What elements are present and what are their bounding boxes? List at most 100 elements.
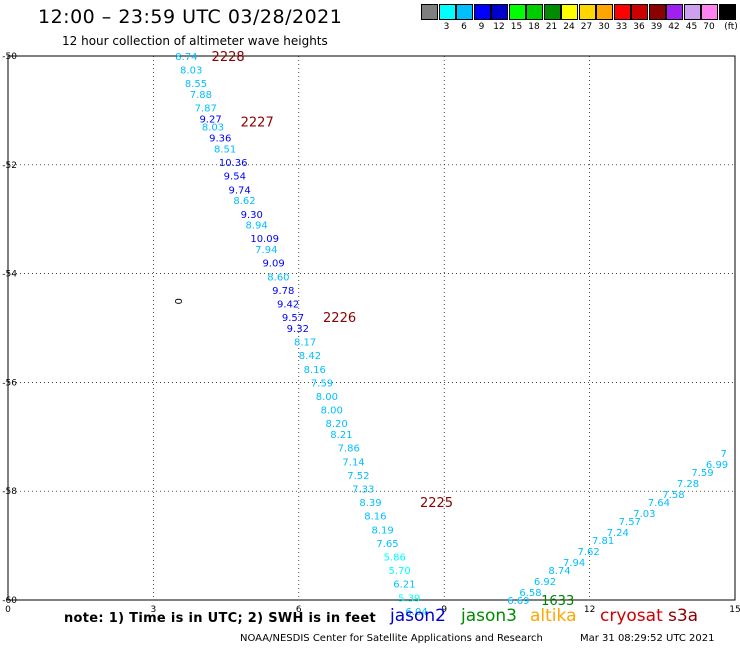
swh-observation: 8.21 [330,430,352,441]
footnote: note: 1) Time is in UTC; 2) SWH is in fe… [64,611,376,626]
swh-observation: 7.94 [563,558,585,569]
page-subtitle: 12 hour collection of altimeter wave hei… [62,34,328,48]
swh-observation: 9.36 [209,134,231,145]
swh-observation: 8.74 [548,566,570,577]
swh-observation: 5.86 [384,552,406,563]
color-scale-label: 12 [493,22,505,32]
x-tick-label: 0 [5,605,11,615]
swh-observation: 9.32 [287,324,309,335]
track-time-label: 2226 [323,311,356,326]
swh-observation: 5.39 [398,593,420,604]
swh-observation: 7.81 [592,536,614,547]
swh-observation: 7.86 [338,444,360,455]
swh-observation: 5.70 [388,566,410,577]
swh-observation: 7.03 [633,509,655,520]
swh-observation: 8.42 [299,351,321,362]
swh-observation: 7.59 [691,468,713,479]
color-swatch [508,4,526,20]
swh-observation: 7.94 [255,245,277,256]
y-tick-label: -52 [2,161,17,171]
generated-timestamp: Mar 31 08:29:52 UTC 2021 [580,633,715,644]
swh-observation: 8.20 [325,419,347,430]
color-swatch [613,4,631,20]
swh-observation: 9.30 [241,210,263,221]
swh-observation: 8.51 [214,144,236,155]
swh-observation: 8.55 [185,79,207,90]
swh-observation: 6.21 [393,580,415,591]
color-scale-label: 27 [580,22,593,32]
color-swatch [578,4,596,20]
swh-observation: 7.33 [352,484,374,495]
swh-observation: 8.39 [359,498,381,509]
color-scale-label: 30 [598,22,610,32]
color-swatch [648,4,666,20]
legend-s3a: s3a [668,606,699,626]
color-scale-label: 42 [668,22,680,32]
track-time-label: 2228 [212,50,245,65]
track-time-label: 1633 [541,594,574,609]
swh-observation: 6.04 [405,607,427,618]
y-tick-label: -54 [2,270,17,280]
color-scale-label: 39 [650,22,663,32]
swh-observation: 9.74 [229,185,251,196]
color-swatch [543,4,561,20]
page-title: 12:00 – 23:59 UTC 03/28/2021 [38,6,343,28]
color-swatch [596,4,613,20]
contour-label: 0 [172,298,183,304]
y-tick-label: -60 [2,596,17,606]
color-swatch [701,4,718,20]
swh-observation: 9.78 [272,286,294,297]
swh-observation: 7.87 [195,104,217,115]
swh-observation: 9.42 [277,300,299,311]
swh-observation: 7.14 [342,457,364,468]
swh-observation: 8.94 [245,221,267,232]
y-tick-label: -58 [2,487,17,497]
color-swatch [683,4,701,20]
swh-observation: 7.57 [619,517,641,528]
legend-altika: altika [530,606,577,626]
swh-observation: 9.09 [262,259,284,270]
swh-observation: 8.00 [321,406,343,417]
swh-observation: 7.62 [577,547,599,558]
swh-observation: 7.28 [677,479,699,490]
swh-observation: 7 [720,449,726,460]
legend-jason3: jason3 [461,606,517,626]
color-scale-label: 3 [443,22,450,32]
swh-observation: 7.58 [662,490,684,501]
swh-observation: 7.52 [347,471,369,482]
swh-observation: 7.88 [190,90,212,101]
color-scale-unit: (ft) [724,22,738,32]
color-scale-label: 15 [510,22,523,32]
color-swatch [456,4,473,20]
swh-observation: 8.74 [175,52,197,63]
legend-cryosat: cryosat [600,606,663,626]
color-swatch [421,4,438,20]
color-scale-label: 33 [615,22,628,32]
swh-observation: 8.03 [202,123,224,134]
track-time-label: 2225 [420,496,453,511]
color-swatch [561,4,578,20]
swh-observation: 6.99 [706,460,728,471]
legend-jason2: jason2 [390,606,446,626]
x-tick-label: 12 [584,605,595,615]
color-scale-label: 70 [703,22,715,32]
color-scale-label: 45 [685,22,698,32]
swh-observation: 6.92 [534,577,556,588]
credit-line: NOAA/NESDIS Center for Satellite Applica… [240,633,543,644]
swh-observation: 9.57 [282,313,304,324]
swh-observation: 7.24 [607,528,629,539]
swh-observation: 7.64 [648,498,670,509]
color-scale-label: 18 [528,22,540,32]
swh-observation: 9.27 [199,115,221,126]
swh-observation: 8.62 [233,196,255,207]
swh-observation: 10.09 [250,234,279,245]
color-swatch [491,4,508,20]
color-swatch [718,4,736,20]
swh-observation: 8.03 [180,66,202,77]
x-tick-label: 3 [151,605,157,615]
color-scale-label: 6 [461,22,467,32]
color-swatch [438,4,456,20]
x-tick-label: 6 [296,605,302,615]
color-scale-label: 9 [478,22,485,32]
